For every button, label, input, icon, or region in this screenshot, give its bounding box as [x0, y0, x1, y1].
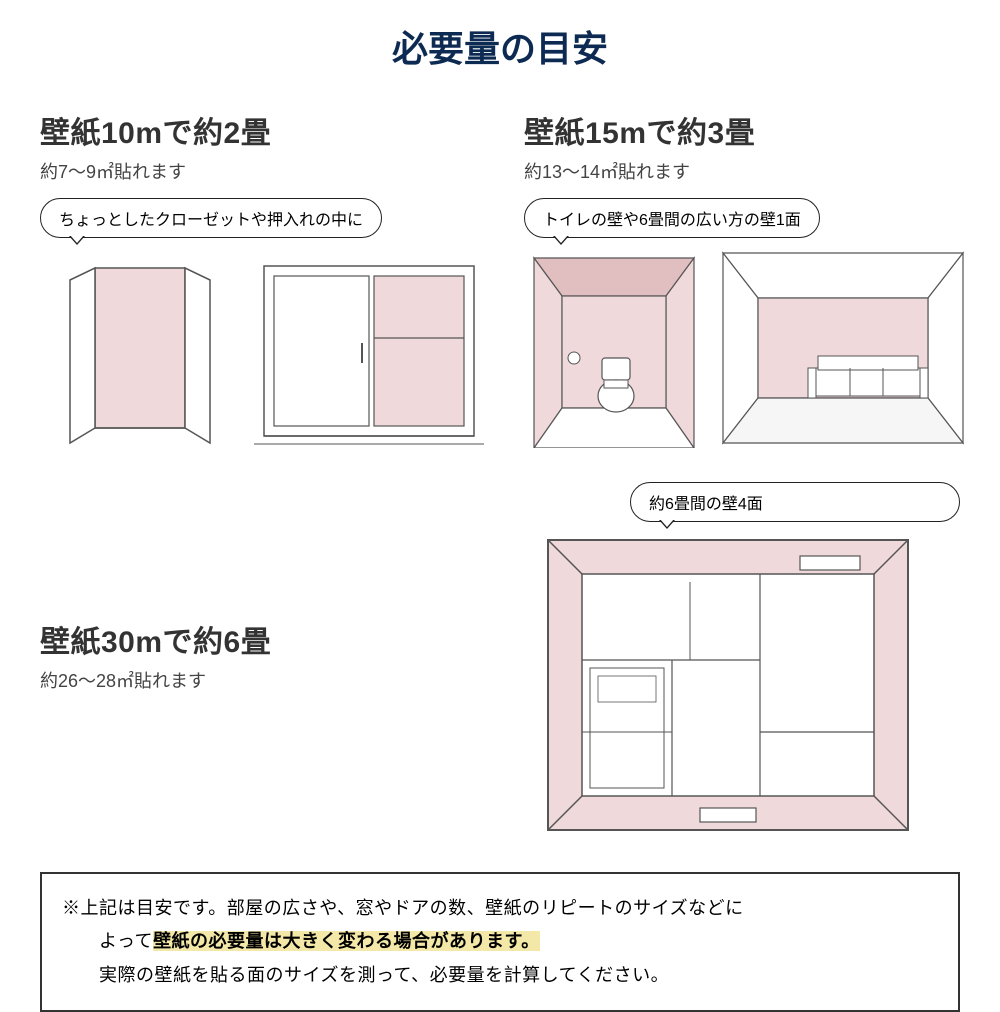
note-highlight: 壁紙の必要量は大きく変わる場合があります。 [153, 931, 540, 951]
section-30m: 壁紙30mで約6畳 約26〜28㎡貼れます [40, 617, 480, 707]
guide-grid: 壁紙10mで約2畳 約7〜9㎡貼れます ちょっとしたクローゼットや押入れの中に [40, 108, 960, 448]
note-line-1: ※上記は目安です。部屋の広さや、窓やドアの数、壁紙のリピートのサイズなどに [62, 892, 938, 925]
section-heading: 壁紙10mで約2畳 [40, 108, 484, 152]
section-sub: 約13〜14㎡貼れます [524, 158, 968, 184]
floor-plan-icon [540, 532, 920, 842]
callout-10m: ちょっとしたクローゼットや押入れの中に [40, 198, 382, 238]
note-line-2: よって壁紙の必要量は大きく変わる場合があります。 [62, 925, 938, 958]
illustration-row [524, 248, 968, 448]
page-title: 必要量の目安 [40, 20, 960, 72]
section-15m: 壁紙15mで約3畳 約13〜14㎡貼れます トイレの壁や6畳間の広い方の壁1面 [524, 108, 968, 448]
section-10m: 壁紙10mで約2畳 約7〜9㎡貼れます ちょっとしたクローゼットや押入れの中に [40, 108, 484, 448]
callout-15m: トイレの壁や6畳間の広い方の壁1面 [524, 198, 820, 238]
section-heading: 壁紙15mで約3畳 [524, 108, 968, 152]
note-prefix: よって [62, 931, 153, 951]
section-sub: 約7〜9㎡貼れます [40, 158, 484, 184]
room-one-wall-icon [718, 248, 968, 448]
toilet-room-icon [524, 248, 704, 448]
note-box: ※上記は目安です。部屋の広さや、窓やドアの数、壁紙のリピートのサイズなどに よっ… [40, 872, 960, 1012]
bottom-row: 壁紙30mで約6畳 約26〜28㎡貼れます 約6畳間の壁4面 [40, 482, 960, 842]
section-heading: 壁紙30mで約6畳 [40, 617, 480, 661]
illustration-row [40, 248, 484, 448]
section-30m-illustration: 約6畳間の壁4面 [520, 482, 960, 842]
closet-icon [40, 248, 240, 448]
callout-30m: 約6畳間の壁4面 [630, 482, 960, 522]
sliding-closet-icon [254, 248, 484, 448]
section-sub: 約26〜28㎡貼れます [40, 667, 480, 693]
note-line-3: 実際の壁紙を貼る面のサイズを測って、必要量を計算してください。 [62, 959, 938, 992]
